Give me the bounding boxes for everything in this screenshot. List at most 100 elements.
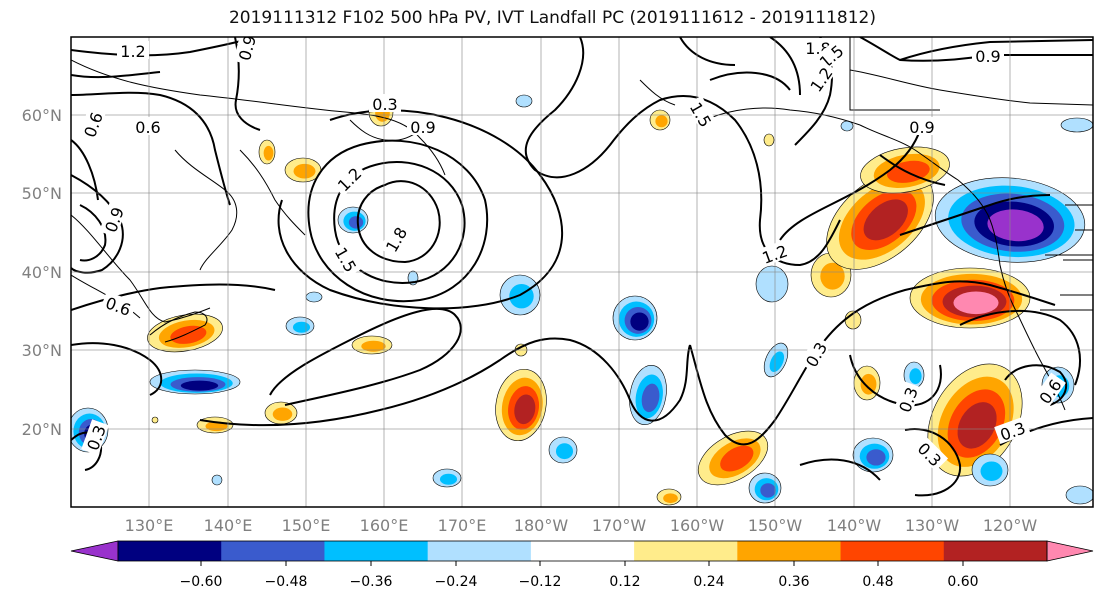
colorbar-segment xyxy=(324,541,429,561)
longitude-label: 160°E xyxy=(360,516,409,535)
anomaly-level xyxy=(439,473,458,485)
colorbar: −0.60 −0.48 −0.36 −0.24 −0.12 0.12 0.24 0.36 0.4… xyxy=(70,540,1094,590)
colorbar-tick-label: 0.12 xyxy=(609,574,640,590)
contour-label-backdrop xyxy=(972,46,1004,64)
map-frame xyxy=(70,36,1094,508)
anomaly-level xyxy=(263,145,274,161)
negative-anomaly xyxy=(755,265,789,303)
anomaly-level xyxy=(987,209,1044,242)
latitude-label: 20°N xyxy=(22,420,62,439)
negative-anomaly xyxy=(149,369,241,395)
colorbar-tick-label: −0.12 xyxy=(519,574,562,590)
anomaly-level xyxy=(515,94,533,108)
anomaly-level xyxy=(655,115,668,128)
contour-label-backdrop xyxy=(100,291,137,320)
map-title: 2019111312 F102 500 hPa PV, IVT Landfall… xyxy=(228,8,876,28)
anomaly-level xyxy=(509,284,534,309)
contour-label: 0.6 xyxy=(100,291,137,320)
anomaly-level xyxy=(909,368,922,385)
longitude-labels: 130°E 140°E 150°E 160°E 170°E 180°W 170°W 160°W… xyxy=(125,516,1038,535)
colorbar-tick-label: −0.60 xyxy=(180,574,223,590)
contour-label-backdrop xyxy=(233,37,259,66)
positive-anomaly xyxy=(649,109,671,131)
positive-anomaly xyxy=(656,488,682,506)
contour-label-backdrop xyxy=(912,435,949,472)
contour-label-backdrop xyxy=(99,201,128,238)
positive-anomaly xyxy=(351,335,393,355)
contour-label: 1.8 xyxy=(379,220,412,258)
contour-label-backdrop xyxy=(799,335,832,373)
contour-label-text: 0.9 xyxy=(410,118,435,137)
longitude-label: 170°W xyxy=(592,516,647,535)
contour-label: 1.2 xyxy=(117,41,149,61)
latitude-label: 60°N xyxy=(22,106,62,125)
negative-anomaly xyxy=(211,474,223,486)
colorbar-tick-label: −0.48 xyxy=(265,574,308,590)
colorbar-tick-label: 0.48 xyxy=(862,574,893,590)
lat-lon-grid xyxy=(71,37,1093,507)
colorbar-segment xyxy=(118,541,222,561)
positive-anomaly xyxy=(0,0,60,48)
contour-label-text: 0.9 xyxy=(975,47,1000,66)
anomaly-level xyxy=(9,0,53,41)
negative-anomaly xyxy=(1065,485,1093,505)
contour-label: 0.9 xyxy=(906,117,938,137)
negative-anomaly xyxy=(971,453,1009,487)
negative-anomaly xyxy=(852,437,894,473)
contour-label-backdrop xyxy=(78,106,107,143)
contour-label-backdrop xyxy=(893,381,922,418)
anomaly-level xyxy=(663,493,678,504)
anomaly-level xyxy=(860,373,877,395)
positive-anomaly xyxy=(151,416,159,424)
positive-anomaly xyxy=(264,401,298,425)
contour-label-backdrop xyxy=(132,117,164,135)
anomaly-level xyxy=(720,445,754,472)
negative-anomaly xyxy=(903,361,925,389)
colorbar-segment xyxy=(737,541,842,561)
negative-anomaly xyxy=(432,468,462,488)
coastlines xyxy=(71,37,1093,411)
colorbar-segment xyxy=(221,541,325,561)
anomaly-level xyxy=(953,291,999,315)
contour-label: 0.3 xyxy=(799,335,832,373)
anomaly-level xyxy=(19,6,48,35)
anomaly-level xyxy=(760,483,776,498)
negative-anomaly xyxy=(548,436,578,464)
positive-anomaly xyxy=(927,363,1023,477)
anomaly-level xyxy=(763,133,775,147)
negative-anomaly xyxy=(748,472,782,504)
contour-label-backdrop xyxy=(803,60,837,98)
longitude-label: 180°W xyxy=(514,516,569,535)
anomaly-level xyxy=(555,443,574,460)
positive-anomaly xyxy=(909,267,1031,329)
longitude-label: 120°W xyxy=(983,516,1038,535)
anomaly-level xyxy=(180,380,219,391)
colorbar-segment xyxy=(943,541,1048,561)
anomaly-level xyxy=(1065,485,1093,505)
contour-label: 0.9 xyxy=(407,117,439,137)
contour-label: 0.6 xyxy=(78,106,107,143)
anomaly-level xyxy=(272,407,293,421)
colorbar-tick-label: −0.24 xyxy=(435,574,478,590)
negative-anomaly xyxy=(629,364,667,426)
negative-anomaly xyxy=(515,94,533,108)
contour-label: 1.5 xyxy=(686,95,718,133)
contour-label-backdrop xyxy=(369,94,401,112)
negative-anomaly xyxy=(612,295,658,341)
anomaly-level xyxy=(151,416,159,424)
latitude-label: 30°N xyxy=(22,341,62,360)
anomaly-level xyxy=(769,351,785,373)
anomaly-level xyxy=(170,325,207,344)
anomaly-level xyxy=(980,461,1003,481)
positive-anomaly xyxy=(763,133,775,147)
colorbar-segment xyxy=(530,541,635,561)
contour-labels: 1.2 0.90.60.6 0.91.21.81.50.60.90.3 1.51.21… xyxy=(78,37,1066,472)
longitude-label: 140°E xyxy=(204,516,253,535)
contour-label-backdrop xyxy=(379,220,412,258)
contour-label: 0.9 xyxy=(972,46,1004,66)
anomaly-level xyxy=(305,291,323,303)
contour-label: 0.3 xyxy=(893,381,922,418)
contour-label-text: 0.3 xyxy=(372,95,397,114)
anomaly-level xyxy=(755,265,789,303)
contour-label: 0.6 xyxy=(132,117,164,137)
